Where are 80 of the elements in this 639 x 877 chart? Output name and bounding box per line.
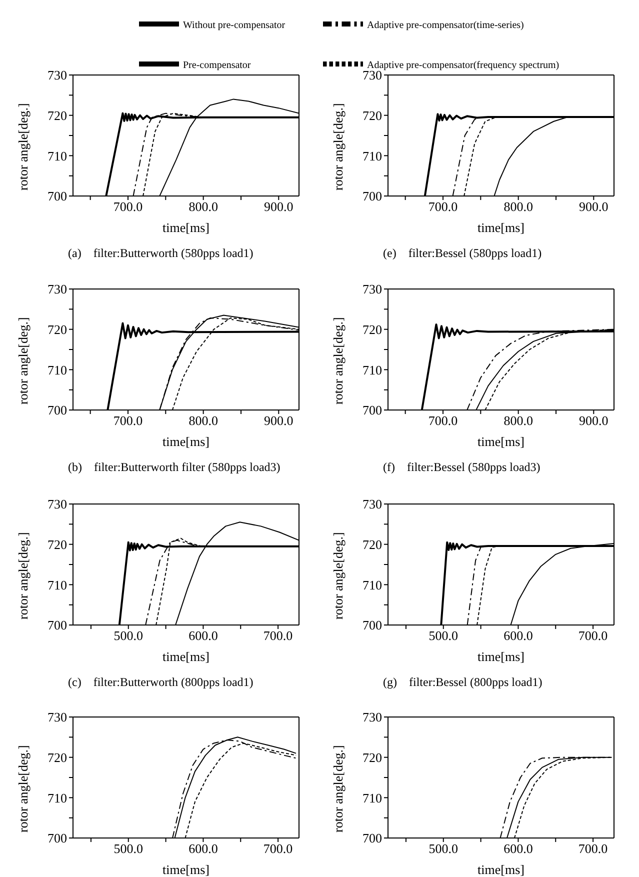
x-axis-title: time[ms]	[162, 862, 210, 877]
x-tick-label: 700.0	[578, 628, 608, 644]
y-tick-label: 730	[48, 496, 67, 512]
x-tick-label: 700.0	[578, 841, 608, 856]
x-tick-label: 700.0	[428, 413, 458, 428]
y-tick-label: 730	[48, 710, 67, 725]
y-tick-label: 710	[362, 577, 382, 592]
x-tick-label: 600.0	[188, 841, 218, 856]
y-axis-title: rotor angle[deg.]	[330, 103, 346, 190]
x-tick-label: 500.0	[428, 628, 458, 644]
x-axis-title: time[ms]	[478, 434, 524, 449]
x-tick-label: 900.0	[579, 199, 608, 214]
y-tick-label: 720	[48, 536, 67, 552]
x-tick-label: 900.0	[264, 413, 294, 428]
text: (a) filter:Butterworth (580pps load1)	[68, 246, 254, 261]
y-tick-label: 700	[362, 618, 382, 633]
y-tick-label: 710	[48, 362, 67, 378]
x-tick-label: 500.0	[114, 841, 143, 856]
y-tick-label: 700	[362, 188, 382, 204]
y-tick-label: 710	[48, 790, 67, 806]
y-tick-label: 700	[362, 402, 382, 418]
x-tick-label: 700.0	[263, 628, 293, 644]
y-tick-label: 730	[48, 68, 67, 83]
x-tick-label: 600.0	[504, 628, 533, 644]
x-tick-label: 800.0	[504, 199, 533, 214]
x-tick-label: 600.0	[504, 841, 533, 856]
legend-label: Without pre-compensator	[183, 18, 286, 33]
y-axis-title: rotor angle[deg.]	[16, 532, 31, 620]
text: (c) filter:Butterworth (800pps load1)	[68, 675, 254, 690]
y-tick-label: 710	[48, 148, 67, 164]
x-axis-title: time[ms]	[162, 649, 210, 664]
x-tick-label: 500.0	[114, 628, 143, 644]
x-tick-label: 600.0	[188, 628, 218, 644]
x-axis-title: time[ms]	[478, 649, 524, 664]
x-tick-label: 700.0	[428, 199, 458, 214]
y-tick-label: 720	[362, 750, 382, 765]
y-tick-label: 700	[48, 618, 67, 633]
legend-label: Adaptive pre-compensator(time-series)	[367, 18, 525, 33]
y-axis-title: rotor angle[deg.]	[16, 317, 31, 404]
y-tick-label: 720	[48, 322, 67, 337]
y-tick-label: 730	[362, 710, 382, 725]
y-tick-label: 730	[362, 496, 382, 512]
y-axis-title: rotor angle[deg.]	[16, 103, 31, 190]
legend-label: Pre-compensator	[183, 58, 252, 73]
text: (e) filter:Bessel (580pps load1)	[383, 246, 543, 261]
y-tick-label: 720	[48, 750, 67, 765]
y-tick-label: 700	[48, 188, 67, 204]
y-tick-label: 720	[362, 108, 382, 123]
y-axis-title: rotor angle[deg.]	[330, 745, 346, 832]
x-tick-label: 800.0	[188, 199, 218, 214]
text: (f) filter:Bessel (580pps load3)	[383, 460, 542, 475]
y-axis-title: rotor angle[deg.]	[330, 317, 346, 404]
x-tick-label: 800.0	[504, 413, 533, 428]
y-axis-title: rotor angle[deg.]	[16, 745, 31, 832]
x-axis-title: time[ms]	[162, 434, 210, 449]
x-tick-label: 700.0	[113, 413, 143, 428]
y-tick-label: 700	[362, 830, 382, 846]
x-tick-label: 900.0	[579, 413, 608, 428]
x-axis-title: time[ms]	[162, 220, 210, 235]
y-tick-label: 720	[48, 108, 67, 123]
y-tick-label: 710	[362, 148, 382, 164]
x-axis-title: time[ms]	[478, 220, 524, 235]
y-tick-label: 710	[362, 790, 382, 806]
x-tick-label: 800.0	[188, 413, 218, 428]
y-tick-label: 720	[362, 536, 382, 552]
x-tick-label: 700.0	[113, 199, 143, 214]
y-tick-label: 700	[48, 402, 67, 418]
y-tick-label: 730	[48, 282, 67, 297]
y-tick-label: 700	[48, 830, 67, 846]
y-tick-label: 720	[362, 322, 382, 337]
x-tick-label: 700.0	[263, 841, 293, 856]
y-tick-label: 710	[362, 362, 382, 378]
y-axis-title: rotor angle[deg.]	[330, 532, 346, 620]
y-tick-label: 710	[48, 577, 67, 592]
y-tick-label: 730	[362, 282, 382, 297]
x-tick-label: 500.0	[428, 841, 458, 856]
text: (b) filter:Butterworth filter (580pps load3)	[68, 460, 282, 475]
x-tick-label: 900.0	[264, 199, 294, 214]
x-axis-title: time[ms]	[478, 862, 524, 877]
text: (g) filter:Bessel (800pps load1)	[383, 675, 544, 690]
